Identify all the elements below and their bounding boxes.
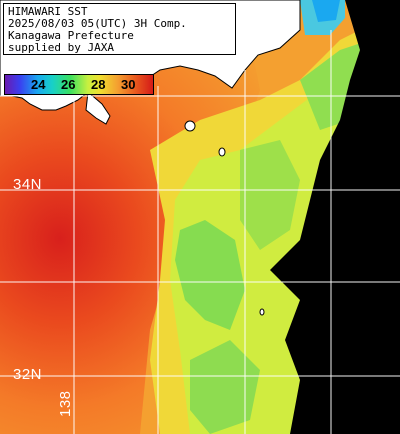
- lon-label-138: 138: [57, 390, 74, 417]
- lat-label-34n: 34N: [13, 176, 43, 193]
- ocean-green-patch-2: [240, 140, 300, 250]
- caption-line3: Kanagawa Prefecture: [8, 29, 134, 42]
- color-scale-bar: 24 26 28 30: [4, 74, 154, 95]
- caption-line4: supplied by JAXA: [8, 41, 114, 54]
- ocean-green-patch-3: [190, 340, 260, 434]
- lat-label-32n: 32N: [13, 366, 43, 383]
- land-peninsula: [85, 91, 111, 125]
- nodata-region: [270, 0, 400, 434]
- scale-tick-24: 24: [31, 77, 46, 92]
- map-caption: HIMAWARI SST 2025/08/03 05(UTC) 3H Comp.…: [3, 3, 236, 55]
- land-island-3: [259, 308, 265, 316]
- graticule: [0, 30, 400, 434]
- scale-tick-28: 28: [91, 77, 106, 92]
- scale-tick-26: 26: [61, 77, 76, 92]
- ocean-teal-top: [312, 0, 340, 22]
- caption-line2: 2025/08/03 05(UTC) 3H Comp.: [8, 17, 187, 30]
- caption-line1: HIMAWARI SST: [8, 5, 88, 18]
- scale-tick-30: 30: [121, 77, 136, 92]
- ocean-green-patch-1: [175, 220, 245, 330]
- land-island-1: [184, 120, 196, 132]
- land-island-2: [218, 147, 226, 157]
